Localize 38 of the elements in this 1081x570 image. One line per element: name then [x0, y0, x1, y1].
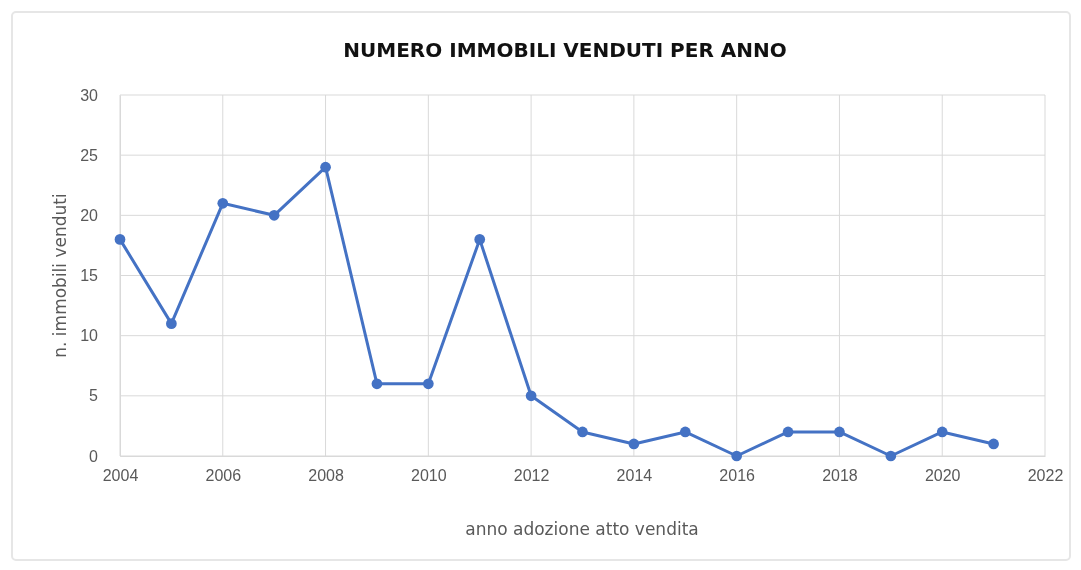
point — [936, 426, 948, 438]
point — [731, 450, 743, 462]
point — [217, 197, 229, 209]
y-tick-label: 15 — [80, 267, 99, 285]
point — [577, 426, 588, 438]
point — [474, 234, 486, 245]
point — [320, 161, 331, 173]
chart-title: NUMERO IMMOBILI VENDUTI PER ANNO — [343, 38, 787, 62]
point — [114, 234, 126, 245]
x-tick-label: 2018 — [822, 467, 858, 485]
x-tick-label: 2008 — [308, 467, 344, 485]
x-tick-label: 2016 — [719, 467, 756, 485]
y-tick-label: 10 — [80, 327, 99, 345]
y-axis-title: n. immobili venduti — [50, 193, 70, 358]
point — [525, 390, 537, 402]
x-axis-title: anno adozione atto vendita — [465, 519, 699, 539]
x-tick-label: 2010 — [411, 467, 447, 485]
point — [268, 209, 280, 221]
x-tick-label: 2012 — [513, 467, 550, 485]
y-tick-label: 5 — [89, 387, 99, 405]
x-tick-label: 2020 — [924, 467, 961, 485]
y-tick-label: 30 — [80, 86, 99, 104]
point — [679, 426, 691, 438]
y-tick-label: 0 — [89, 447, 99, 465]
point — [371, 378, 383, 390]
point — [422, 378, 434, 390]
y-tick-label: 25 — [80, 146, 99, 164]
x-tick-label: 2006 — [205, 467, 242, 485]
point — [834, 426, 845, 438]
x-tick-label: 2022 — [1027, 467, 1064, 485]
x-tick-label: 2004 — [102, 467, 139, 485]
point — [628, 438, 640, 450]
point — [988, 438, 999, 450]
x-tick-label: 2014 — [616, 467, 653, 485]
point — [782, 426, 794, 438]
y-tick-label: 20 — [80, 206, 99, 224]
point — [166, 318, 177, 329]
point — [885, 450, 897, 462]
